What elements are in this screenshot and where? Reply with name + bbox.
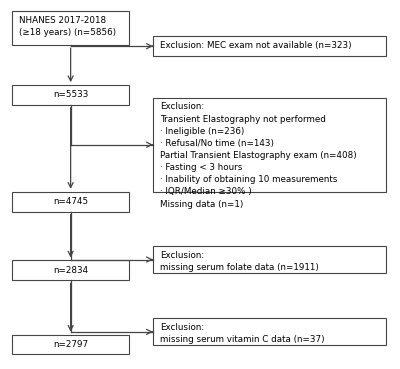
FancyBboxPatch shape [12,85,130,105]
Text: n=4745: n=4745 [53,197,88,206]
Text: Exclusion:
missing serum vitamin C data (n=37): Exclusion: missing serum vitamin C data … [160,323,325,344]
FancyBboxPatch shape [153,98,386,192]
Text: n=2797: n=2797 [53,340,88,349]
FancyBboxPatch shape [153,246,386,273]
Text: NHANES 2017-2018
(≥18 years) (n=5856): NHANES 2017-2018 (≥18 years) (n=5856) [19,15,116,37]
FancyBboxPatch shape [12,261,130,280]
FancyBboxPatch shape [153,318,386,345]
Text: Exclusion: MEC exam not available (n=323): Exclusion: MEC exam not available (n=323… [160,41,352,50]
FancyBboxPatch shape [12,11,130,45]
FancyBboxPatch shape [153,36,386,56]
FancyBboxPatch shape [12,192,130,212]
Text: n=2834: n=2834 [53,266,88,275]
Text: Exclusion:
Transient Elastography not performed
· Ineligible (n=236)
· Refusal/N: Exclusion: Transient Elastography not pe… [160,103,357,208]
Text: n=5533: n=5533 [53,90,88,100]
Text: Exclusion:
missing serum folate data (n=1911): Exclusion: missing serum folate data (n=… [160,251,319,272]
FancyBboxPatch shape [12,335,130,355]
